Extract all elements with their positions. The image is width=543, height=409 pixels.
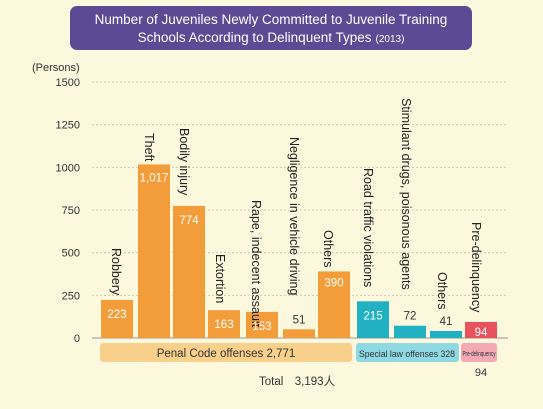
bar (208, 310, 240, 338)
category-label: Pre-delinquency (469, 222, 483, 313)
category-label: Theft (142, 133, 156, 162)
bar (283, 329, 315, 338)
special-law-band (356, 343, 459, 362)
bar (173, 205, 205, 338)
chart-title-line2: Schools According to Delinquent Types (20… (138, 30, 405, 45)
category-label: Stimulant drugs, poisonous agents (399, 98, 413, 290)
penal-code-band-label: Penal Code offenses 2,771 (157, 348, 296, 360)
value-label: 41 (440, 316, 453, 328)
category-label: Negligence in vehicle driving (287, 137, 301, 295)
category-label: Others (321, 230, 335, 268)
bar (318, 271, 350, 338)
y-tick-label: 1250 (56, 120, 80, 132)
chart-title-year: (2013) (376, 34, 405, 45)
value-labels: 223 1,017 774 163 153 51 390 215 72 41 94 (107, 172, 488, 339)
y-tick-label: 1500 (56, 77, 80, 89)
penal-code-band (100, 343, 352, 362)
category-labels: Robbery Theft Bodily injury Extortion Rape, … (109, 98, 483, 328)
value-label: 72 (404, 311, 417, 323)
value-label: 390 (324, 277, 343, 289)
chart-title-line1: Number of Juveniles Newly Committed to J… (95, 12, 448, 27)
value-label: 223 (107, 309, 126, 321)
chart-title-line2-text: Schools According to Delinquent Types (138, 30, 372, 45)
y-tick-label: 500 (62, 248, 80, 260)
bar (101, 299, 133, 338)
bar (357, 301, 389, 338)
value-label: 153 (252, 321, 271, 333)
value-label: 94 (475, 327, 488, 339)
value-label: 215 (363, 310, 382, 322)
category-label: Rape, indecent assault (249, 200, 263, 328)
bar (465, 321, 497, 338)
bar (246, 311, 278, 338)
special-law-band-label: Special law offenses 328 (359, 349, 455, 359)
title-banner (70, 6, 472, 50)
category-label: Extortion (213, 254, 227, 303)
bar (394, 325, 426, 338)
y-tick-labels: 0 250 500 750 1000 1250 1500 (56, 77, 80, 345)
predelinquency-band-value: 94 (475, 367, 487, 379)
y-tick-label: 0 (74, 333, 80, 345)
predelinquency-band-label: Pre-delinquency (463, 351, 496, 358)
y-axis-label: (Persons) (32, 62, 80, 74)
category-label: Others (435, 272, 449, 310)
category-label: Robbery (109, 248, 123, 296)
value-label: 774 (179, 215, 199, 227)
category-label: Bodily injury (177, 128, 191, 196)
y-tick-label: 1000 (56, 162, 80, 174)
total-label: Total 3,193人 (259, 375, 336, 388)
bars (101, 164, 497, 338)
y-tick-label: 250 (62, 290, 80, 302)
y-tick-label: 750 (62, 205, 80, 217)
value-label: 1,017 (140, 172, 169, 184)
predelinquency-band (461, 343, 497, 362)
bar (430, 331, 462, 338)
bar (138, 164, 170, 338)
value-label: 163 (214, 319, 233, 331)
category-label: Road traffic violations (361, 168, 375, 287)
value-label: 51 (293, 314, 306, 326)
